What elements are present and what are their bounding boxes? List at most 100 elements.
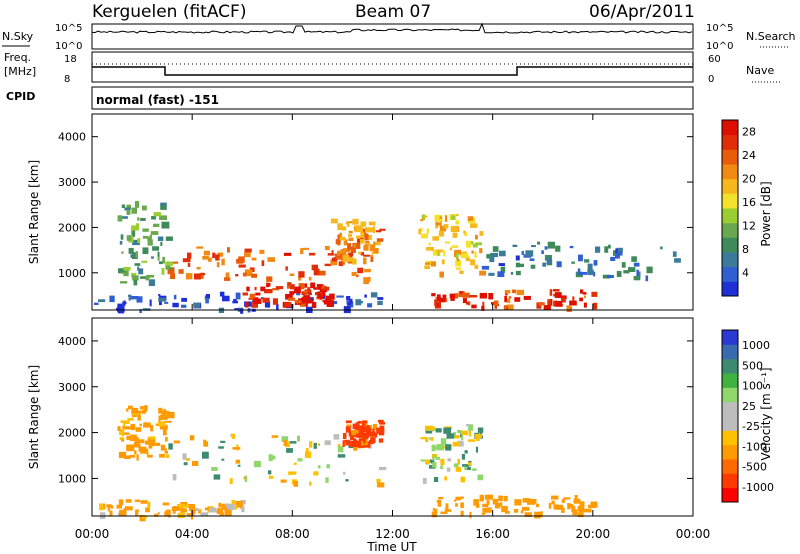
heatmap-cell <box>182 258 191 263</box>
heatmap-cell <box>157 251 160 257</box>
heatmap-cell <box>216 262 220 268</box>
heatmap-cell <box>440 511 448 514</box>
heatmap-cell <box>212 252 216 259</box>
heatmap-cell <box>373 248 379 253</box>
heatmap-cell <box>615 251 623 256</box>
heatmap-cell <box>260 286 266 292</box>
heatmap-cell <box>259 249 265 254</box>
heatmap-cell <box>161 410 167 417</box>
heatmap-cell <box>379 228 386 231</box>
velocity-panel: 1000 2000 3000 4000 Slant Range [km] <box>27 317 694 522</box>
heatmap-cell <box>432 508 435 511</box>
heatmap-cell <box>369 431 376 437</box>
heatmap-cell <box>180 508 187 513</box>
freq-series <box>92 66 693 76</box>
heatmap-cell <box>459 291 463 294</box>
heatmap-cell <box>499 250 506 257</box>
heatmap-cell <box>249 293 256 300</box>
heatmap-cell <box>524 512 532 517</box>
heatmap-cell <box>421 214 426 220</box>
heatmap-cell <box>376 238 384 242</box>
heatmap-cell <box>137 217 140 221</box>
heatmap-cell <box>109 510 113 516</box>
heatmap-cell <box>472 468 477 471</box>
heatmap-cell <box>242 292 248 296</box>
heatmap-cell <box>126 204 131 210</box>
colorbar-swatch <box>722 178 738 194</box>
colorbar-swatch <box>722 266 738 282</box>
heatmap-cell <box>122 425 125 429</box>
heatmap-cell <box>339 236 346 241</box>
heatmap-cell <box>158 415 161 422</box>
heatmap-cell <box>464 467 470 470</box>
heatmap-cell <box>560 297 566 303</box>
heatmap-cell <box>349 440 352 446</box>
heatmap-cell <box>346 424 352 428</box>
heatmap-cell <box>229 478 233 485</box>
heatmap-cell <box>251 273 257 278</box>
heatmap-cell <box>123 420 126 427</box>
heatmap-cell <box>424 215 428 218</box>
nsky-series <box>91 22 693 34</box>
colorbar-swatch <box>722 344 738 360</box>
y-tick-label: 1000 <box>58 267 86 280</box>
heatmap-cell <box>428 242 431 246</box>
heatmap-cell <box>116 504 122 509</box>
heatmap-cell <box>358 251 362 255</box>
heatmap-cell <box>218 502 222 508</box>
heatmap-cell <box>172 509 176 514</box>
heatmap-cell <box>425 262 430 265</box>
heatmap-cell <box>439 297 446 303</box>
heatmap-cell <box>431 293 436 297</box>
colorbar-swatch <box>722 358 738 374</box>
heatmap-cell <box>604 246 609 253</box>
heatmap-cell <box>298 283 305 290</box>
velocity-y-label: Slant Range [km] <box>27 365 41 469</box>
colorbar-tick-label: 4 <box>742 267 749 280</box>
heatmap-cell <box>158 421 166 427</box>
heatmap-cell <box>190 507 196 514</box>
heatmap-cell <box>515 270 521 276</box>
heatmap-cell <box>522 506 530 511</box>
nsearch-tick-top: 10^5 <box>706 23 733 34</box>
heatmap-cell <box>286 282 292 289</box>
heatmap-cell <box>121 204 125 208</box>
heatmap-cell <box>345 440 349 446</box>
heatmap-cell <box>306 300 313 303</box>
heatmap-cell <box>352 218 359 225</box>
heatmap-cell <box>333 300 338 305</box>
heatmap-cell <box>464 232 467 237</box>
heatmap-cell <box>125 499 132 503</box>
heatmap-cell <box>486 499 490 506</box>
heatmap-cell <box>141 260 148 263</box>
heatmap-cell <box>301 296 309 302</box>
heatmap-cell <box>521 251 524 255</box>
heatmap-cell <box>555 301 563 307</box>
heatmap-cell <box>536 503 539 508</box>
heatmap-cell <box>358 300 363 304</box>
heatmap-cell <box>268 475 274 479</box>
heatmap-cell <box>372 428 375 434</box>
heatmap-cell <box>217 252 224 257</box>
heatmap-cell <box>301 291 305 296</box>
heatmap-cell <box>132 252 138 259</box>
heatmap-cell <box>477 474 484 481</box>
heatmap-cell <box>537 241 541 245</box>
heatmap-cell <box>173 440 180 444</box>
heatmap-cell <box>165 262 171 270</box>
heatmap-cell <box>137 266 140 271</box>
heatmap-cell <box>446 433 455 439</box>
heatmap-cell <box>455 252 459 260</box>
heatmap-cell <box>481 512 486 515</box>
heatmap-cell <box>571 505 576 512</box>
heatmap-cell <box>467 462 472 466</box>
heatmap-cell <box>445 509 452 512</box>
nsky-tick-top: 10^5 <box>55 23 82 34</box>
heatmap-cell <box>158 407 163 414</box>
heatmap-cell <box>482 301 485 306</box>
heatmap-cell <box>300 248 304 255</box>
heatmap-cell <box>255 292 261 296</box>
heatmap-cell <box>455 267 462 270</box>
heatmap-cell <box>525 250 534 257</box>
heatmap-cell <box>187 262 191 267</box>
